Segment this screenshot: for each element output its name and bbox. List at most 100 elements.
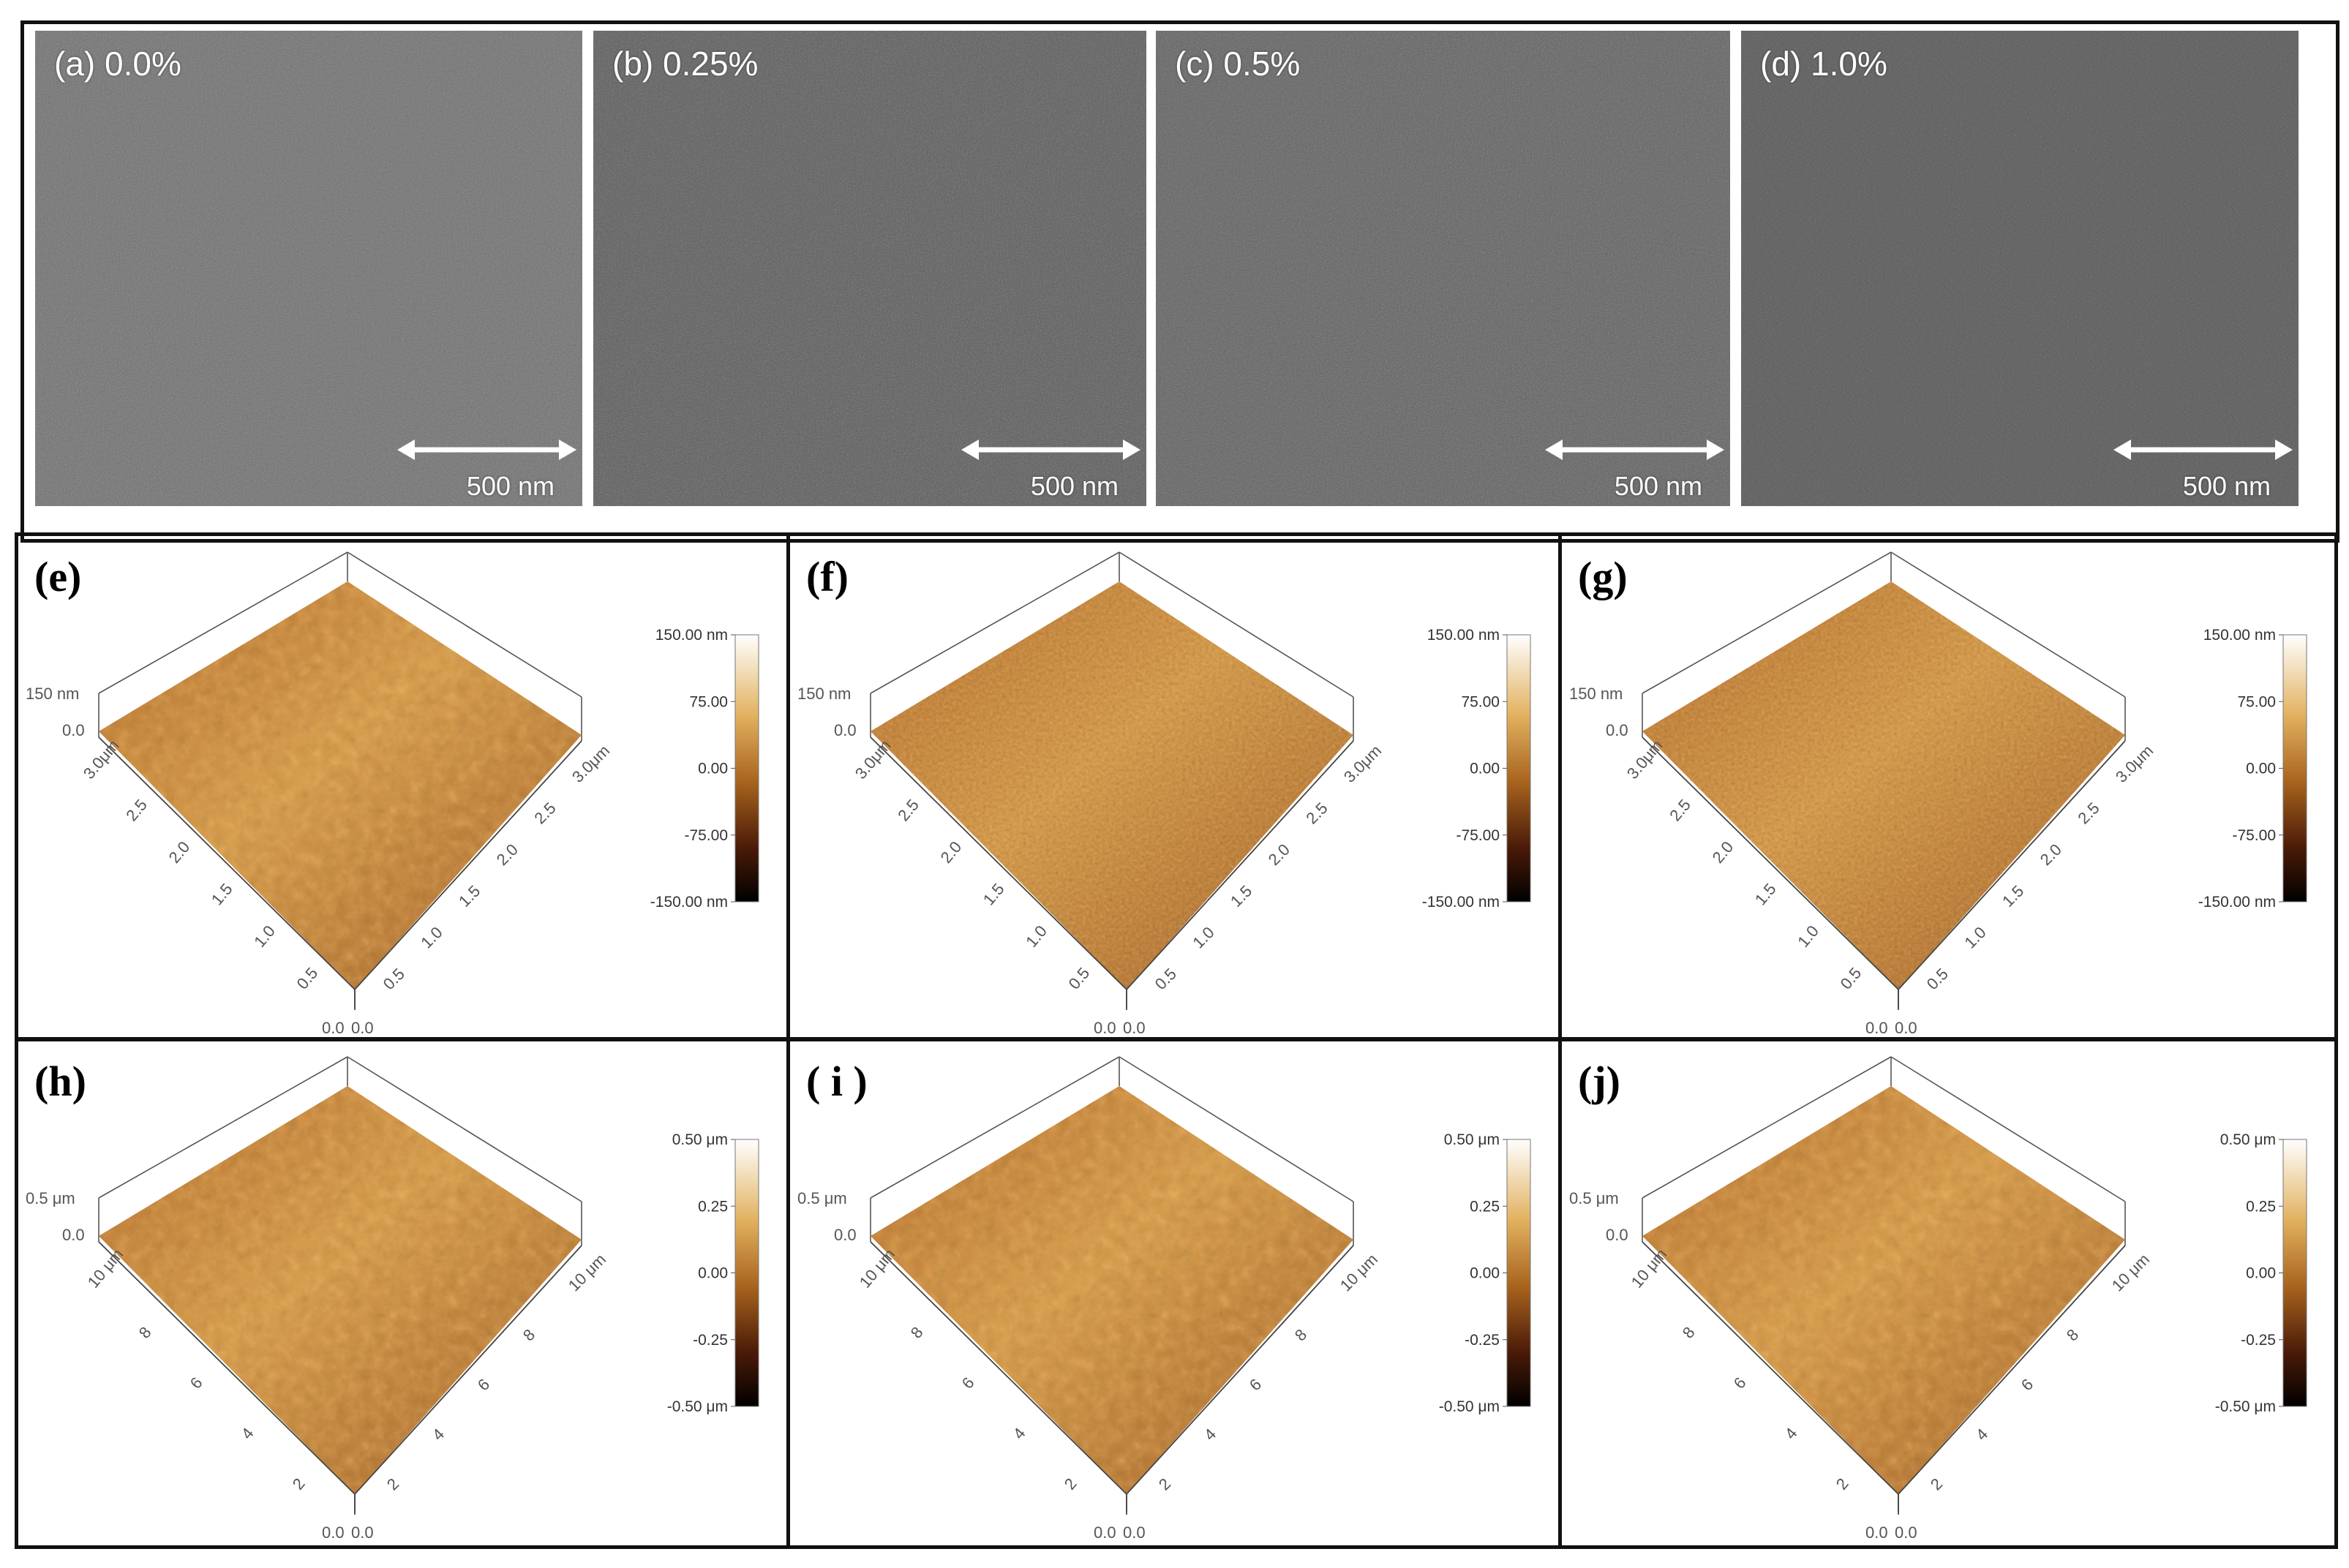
x-axis-tick: 2 (289, 1474, 309, 1493)
colorbar-tick: 150.00 nm (655, 627, 728, 644)
colorbar (1506, 1139, 1531, 1407)
x-axis-tick: 2.5 (1666, 796, 1694, 825)
scale-bar-label: 500 nm (1614, 471, 1702, 501)
colorbar-tick: -75.00 (1456, 827, 1500, 844)
origin-tick: 0.0 (1895, 1019, 1917, 1037)
z-axis-zero: 0.0 (1606, 721, 1628, 739)
colorbar-tick: -75.00 (684, 827, 728, 844)
colorbar-tick: -150.00 nm (650, 894, 728, 911)
x-axis-tick: 3.0μm (1623, 736, 1666, 783)
scale-bar-arrow (397, 440, 576, 460)
sem-panel-label: (c) 0.5% (1175, 45, 1301, 83)
y-axis-tick: 4 (1972, 1425, 1991, 1444)
y-axis-tick: 2 (1155, 1474, 1174, 1493)
x-axis-tick: 0.5 (1065, 964, 1094, 993)
y-axis-tick: 6 (1246, 1375, 1265, 1394)
afm-panel-0: 150 nm 0.0 3.0μm 2.5 2.0 1.5 1.0 0.5 3.0μm 2.5 2.0… (18, 536, 786, 1038)
scale-bar-arrow (961, 440, 1140, 460)
x-axis-tick: 8 (135, 1323, 155, 1341)
origin-tick: 0.0 (1123, 1523, 1146, 1542)
x-axis-tick: 3.0μm (852, 736, 895, 783)
y-axis-tick: 1.5 (455, 882, 484, 911)
colorbar-tick: 0.00 (2246, 761, 2276, 777)
x-axis-tick: 4 (1010, 1424, 1029, 1442)
colorbar (2282, 634, 2307, 902)
afm-panel-5: 0.5 μm 0.0 10 μm 8 6 4 2 10 μm 8 6 4 2 0.0 0.0 0.50 μm… (1562, 1041, 2334, 1545)
origin-tick: 0.0 (322, 1019, 345, 1037)
sem-panel-label: (b) 0.25% (612, 45, 759, 83)
sem-panel-label: (d) 1.0% (1760, 45, 1887, 83)
sem-texture (593, 31, 1146, 506)
colorbar-tick: -0.50 μm (1439, 1398, 1500, 1415)
x-axis-tick: 4 (1781, 1424, 1801, 1442)
x-axis-tick: 2.5 (122, 796, 151, 825)
colorbar-tick: 0.25 (698, 1198, 728, 1215)
x-axis-tick: 1.5 (980, 880, 1008, 909)
x-axis-tick: 8 (1679, 1323, 1699, 1341)
origin-tick: 0.0 (1094, 1523, 1116, 1542)
afm-3d-plot: 150 nm0.03.0μm2.52.01.51.00.53.0μm2.52.0… (797, 551, 1531, 1037)
colorbar-tick: -0.25 (693, 1332, 728, 1349)
sem-image-1: (b) 0.25% 500 nm (593, 31, 1146, 506)
afm-panel-1: 150 nm 0.0 3.0μm 2.5 2.0 1.5 1.0 0.5 3.0μm 2.5 2.0… (790, 536, 1558, 1038)
z-axis-max: 0.5 μm (1569, 1189, 1619, 1207)
x-axis-tick: 1.5 (208, 880, 236, 909)
y-axis-tick: 2.0 (493, 840, 522, 869)
sem-image-3: (d) 1.0% 500 nm (1741, 31, 2299, 506)
afm-3d-plot: 150 nm0.03.0μm2.52.01.51.00.53.0μm2.52.0… (26, 551, 759, 1037)
y-axis-tick: 0.5 (1151, 965, 1180, 993)
x-axis-tick: 2 (1061, 1474, 1080, 1493)
afm-panel-label: (j) (1578, 1058, 1620, 1105)
colorbar-tick: -150.00 nm (2198, 894, 2276, 911)
scale-bar-label: 500 nm (466, 471, 555, 501)
z-axis-max: 0.5 μm (26, 1189, 75, 1207)
afm-panel-4: 0.5 μm 0.0 10 μm 8 6 4 2 10 μm 8 6 4 2 0.0 0.0 0.50 μm… (790, 1041, 1558, 1545)
colorbar-tick: -75.00 (2232, 827, 2276, 844)
colorbar-tick: -0.25 (1465, 1332, 1500, 1349)
colorbar-tick: 0.00 (1470, 1265, 1500, 1282)
colorbar-tick: 75.00 (2237, 693, 2276, 710)
x-axis-tick: 10 μm (856, 1245, 899, 1291)
colorbar-tick: 0.00 (698, 1265, 728, 1282)
colorbar-tick: 0.00 (1470, 761, 1500, 777)
x-axis-tick: 3.0μm (80, 736, 123, 783)
z-axis-zero: 0.0 (62, 721, 85, 739)
colorbar-tick: 150.00 nm (2203, 627, 2276, 644)
origin-tick: 0.0 (1865, 1019, 1888, 1037)
x-axis-tick: 1.0 (1794, 921, 1822, 951)
colorbar-tick: -150.00 nm (1422, 894, 1500, 911)
origin-tick: 0.0 (1094, 1019, 1116, 1037)
y-axis-tick: 2.5 (530, 799, 559, 827)
y-axis-tick: 1.0 (417, 923, 446, 951)
afm-panel-label: (h) (34, 1058, 86, 1105)
x-axis-tick: 0.5 (1837, 964, 1865, 993)
colorbar-tick: -0.50 μm (667, 1398, 728, 1415)
y-axis-tick: 4 (1200, 1425, 1219, 1444)
scale-bar-arrow (1545, 440, 1724, 460)
y-axis-tick: 0.5 (380, 965, 408, 993)
y-axis-tick: 8 (1291, 1325, 1310, 1344)
origin-tick: 0.0 (1895, 1523, 1917, 1542)
afm-panel-label: (f) (806, 553, 849, 600)
z-axis-max: 150 nm (1569, 685, 1623, 703)
scale-bar-arrow (2113, 440, 2293, 460)
y-axis-tick: 2 (1927, 1474, 1946, 1493)
origin-tick: 0.0 (351, 1523, 374, 1542)
x-axis-tick: 6 (1730, 1373, 1750, 1392)
x-axis-tick: 2.5 (894, 796, 922, 825)
colorbar-tick: 75.00 (1461, 693, 1500, 710)
afm-panel-label: (g) (1578, 553, 1628, 600)
afm-frame-j (1558, 1037, 2338, 1549)
colorbar (734, 634, 759, 902)
afm-panel-label: (e) (34, 553, 82, 600)
x-axis-tick: 6 (958, 1373, 978, 1392)
z-axis-zero: 0.0 (62, 1226, 85, 1244)
y-axis-tick: 6 (2018, 1375, 2037, 1394)
colorbar (734, 1139, 759, 1407)
colorbar-tick: 0.50 μm (2220, 1131, 2276, 1148)
y-axis-tick: 6 (474, 1375, 493, 1394)
z-axis-max: 150 nm (797, 685, 851, 703)
